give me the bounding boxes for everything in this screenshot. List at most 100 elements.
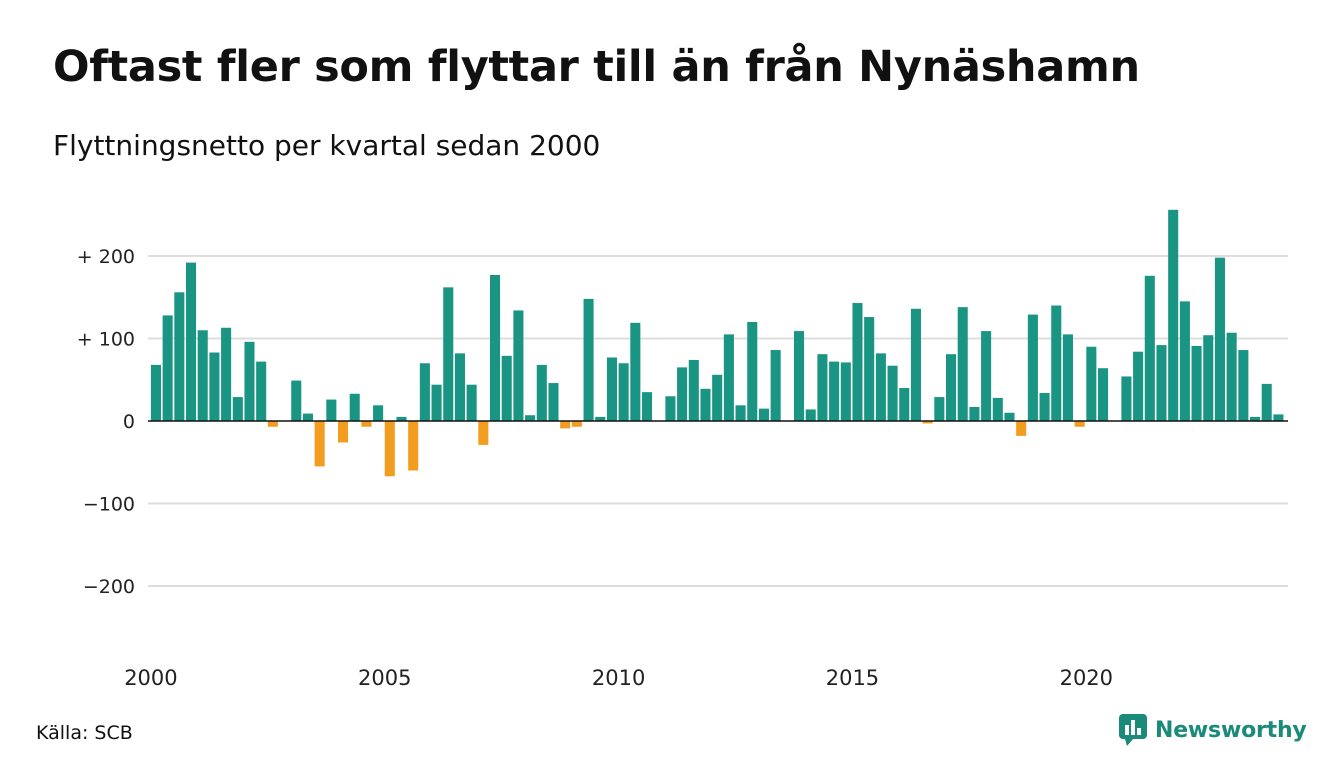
- newsworthy-logo-icon: [1119, 714, 1147, 746]
- bar: [525, 415, 536, 421]
- bar: [1074, 421, 1085, 427]
- bar-chart: + 200 + 100 0 −100 −200 2000 2005 2010 2015 2020: [77, 209, 1288, 690]
- bar: [1027, 314, 1038, 421]
- bar: [361, 421, 372, 427]
- bar: [934, 397, 945, 421]
- bar: [373, 405, 384, 421]
- bar: [232, 397, 243, 421]
- bar: [595, 416, 606, 422]
- bar: [209, 352, 220, 421]
- bar: [712, 374, 723, 421]
- bar: [197, 330, 208, 421]
- bar: [501, 355, 512, 421]
- bar: [326, 399, 337, 421]
- bar: [431, 384, 442, 421]
- bar: [642, 392, 653, 422]
- x-tick-label: 2020: [1060, 666, 1113, 690]
- bar: [723, 334, 734, 422]
- bar: [969, 406, 980, 421]
- bar: [583, 298, 594, 421]
- bar: [1156, 345, 1167, 421]
- x-tick-label: 2005: [358, 666, 411, 690]
- brand-name: Newsworthy: [1155, 717, 1307, 743]
- bar: [560, 421, 571, 429]
- bar: [1168, 209, 1179, 421]
- bar: [875, 353, 886, 421]
- bar: [910, 308, 921, 421]
- bar: [1191, 345, 1202, 422]
- x-tick-label: 2010: [592, 666, 645, 690]
- bar: [1238, 350, 1249, 421]
- bar: [314, 421, 325, 467]
- y-tick-label: −100: [83, 494, 135, 516]
- y-tick-label: −200: [83, 576, 135, 598]
- bar: [443, 287, 454, 421]
- bar: [162, 315, 173, 421]
- bar: [1144, 275, 1155, 421]
- y-tick-label: + 100: [77, 329, 135, 351]
- chart-title: Oftast fler som flyttar till än från Nyn…: [53, 42, 1140, 92]
- bar: [396, 416, 407, 422]
- bar: [478, 421, 489, 445]
- bar: [899, 388, 910, 421]
- bar: [150, 364, 161, 421]
- bar: [957, 307, 968, 421]
- bar-layer: [150, 209, 1284, 477]
- bar: [1214, 257, 1225, 421]
- bar: [1203, 335, 1214, 421]
- bar: [1086, 346, 1097, 421]
- bar: [338, 421, 349, 443]
- bar: [794, 331, 805, 421]
- bar: [630, 322, 641, 421]
- bar: [1179, 301, 1190, 422]
- bar: [864, 317, 875, 421]
- bar: [186, 262, 197, 421]
- bar: [1098, 368, 1109, 421]
- bar: [758, 408, 769, 422]
- bar: [571, 421, 582, 427]
- bar: [1051, 305, 1062, 421]
- bar: [408, 421, 419, 471]
- bar: [466, 384, 477, 421]
- bar: [1039, 392, 1050, 421]
- bar: [419, 363, 430, 421]
- bar: [817, 354, 828, 422]
- bar: [665, 396, 676, 421]
- bar: [700, 388, 711, 421]
- bar: [735, 405, 746, 421]
- bar: [1226, 332, 1237, 421]
- bar: [1250, 416, 1261, 422]
- bar: [770, 350, 781, 421]
- bar: [805, 409, 816, 421]
- bar: [256, 361, 267, 421]
- y-tick-label: + 200: [77, 246, 135, 268]
- bar: [536, 364, 547, 421]
- bar: [688, 359, 699, 421]
- bar: [992, 397, 1003, 421]
- bar: [454, 353, 465, 421]
- bar: [1062, 334, 1073, 422]
- bar: [1004, 412, 1015, 421]
- bar: [677, 367, 688, 422]
- bar: [267, 421, 278, 427]
- bar: [840, 362, 851, 421]
- bar: [174, 292, 185, 421]
- bar: [606, 357, 617, 421]
- bar: [981, 331, 992, 421]
- bar: [302, 413, 313, 421]
- source-label: Källa: SCB: [36, 722, 133, 744]
- bar: [747, 322, 758, 421]
- bar: [513, 310, 524, 421]
- bar: [1133, 351, 1144, 421]
- bar: [852, 303, 863, 421]
- bar: [618, 363, 629, 421]
- bar: [291, 380, 302, 421]
- bar: [922, 421, 933, 424]
- bar: [1261, 383, 1272, 422]
- bar: [548, 383, 559, 421]
- bar: [349, 393, 360, 421]
- bar: [221, 327, 232, 421]
- bar: [946, 354, 957, 422]
- brand-logo[interactable]: Newsworthy: [1119, 714, 1307, 746]
- bar: [1273, 414, 1284, 421]
